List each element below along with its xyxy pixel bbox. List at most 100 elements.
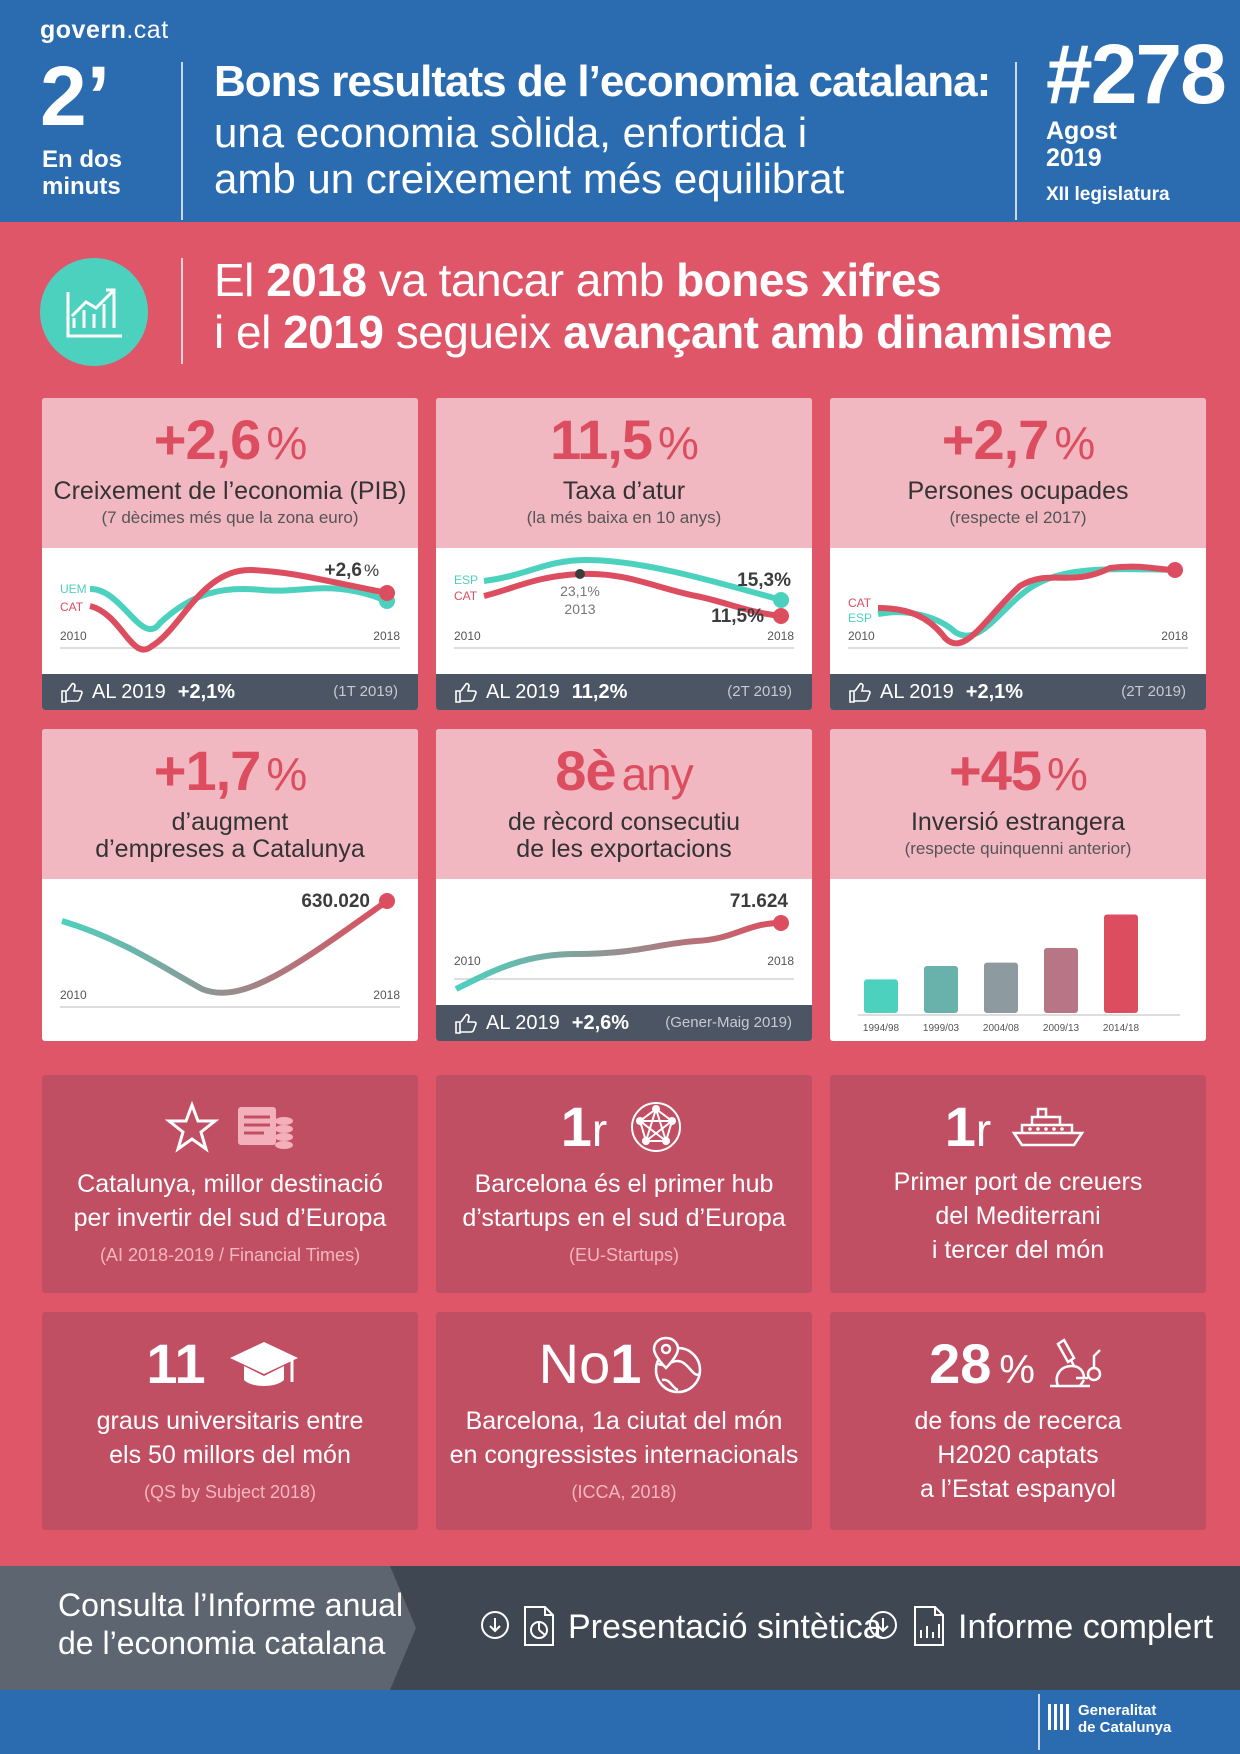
gdp-line-chart: UEM CAT 2010 2018 +2,6 %: [60, 560, 400, 653]
kpi-label: de rècord consecutiu de les exportacions: [507, 808, 741, 863]
tile-figure: 1r: [944, 1095, 992, 1158]
tile-source: (ICCA, 2018): [571, 1482, 677, 1502]
tick-label: 2009/13: [1043, 1023, 1080, 1034]
tile-source: (QS by Subject 2018): [143, 1482, 317, 1502]
year-label: 2010: [454, 629, 481, 643]
graduation-cap-icon: [228, 1338, 300, 1399]
year-label: 2010: [454, 954, 481, 968]
tile-figure: 11: [146, 1332, 206, 1395]
brand-logo[interactable]: govern.cat: [40, 16, 169, 44]
kpi-note: (respecte quinquenni anterior): [904, 839, 1132, 858]
tile-figure: 28%: [929, 1332, 1035, 1395]
kpi-label: Creixement de l’economia (PIB): [53, 477, 407, 505]
thumbs-up-icon: [455, 1013, 477, 1034]
tile-text: de fons de recerca H2020 captats a l’Estat…: [914, 1407, 1122, 1503]
issue-date: Agost 2019: [1046, 117, 1117, 172]
card-employment: +2,7% Persones ocupades (respecte el 201…: [830, 398, 1206, 710]
tile-text: Barcelona és el primer hub d’startups en …: [462, 1170, 786, 1232]
kpi-label: Taxa d’atur: [562, 477, 686, 505]
tile-investment-destination: Catalunya, millor destinació per invertir…: [42, 1075, 418, 1293]
series-label: ESP: [454, 573, 478, 587]
bar-2014/18: [1104, 914, 1138, 1013]
tile-text: Barcelona, 1a ciutat del món en congressi…: [449, 1407, 799, 1469]
thumbs-up-icon: [61, 682, 83, 703]
kpi-value: +2,7%: [941, 408, 1095, 471]
format-name: En dos minuts: [42, 146, 123, 200]
series-label: CAT: [60, 600, 84, 614]
generalitat-logo-icon[interactable]: [1046, 1702, 1072, 1737]
card-foreign-investment: +45% Inversió estrangera (respecte quinq…: [830, 729, 1206, 1041]
bottom-bar: Generalitat de Catalunya: [0, 1690, 1240, 1754]
year-label: 2018: [767, 954, 794, 968]
tile-h2020-funds: 28% de fons de recerca H2020 captats a l’E…: [830, 1312, 1206, 1530]
kpi-label: Persones ocupades: [907, 477, 1129, 505]
globe-pin-icon: [648, 1334, 704, 1401]
tile-text: graus universitaris entre els 50 millors …: [96, 1407, 364, 1469]
card-exports: 8è any de rècord consecutiu de les exporta…: [436, 729, 812, 1041]
card-header: +1,7% d’augment d’empreses a Catalunya: [42, 729, 418, 879]
year-label: 2018: [373, 629, 400, 643]
tile-text: Primer port de creuers del Mediterrani i t…: [893, 1168, 1143, 1264]
bar-1999/03: [924, 965, 958, 1013]
annual-report-title: Consulta l’Informe anual de l’economia ca…: [58, 1587, 404, 1661]
unemployment-line-chart: ESP CAT 23,1% 2013 15,3% 11,5% 2010 2018: [454, 556, 794, 649]
tick-label: 2014/18: [1103, 1023, 1140, 1034]
tick-label: 1999/03: [923, 1023, 960, 1034]
tile-figure: No1: [538, 1332, 642, 1395]
exports-line-chart: 71.624 2010 2018: [454, 891, 794, 992]
card-footer: AL 2019 +2,6% (Gener-Maig 2019): [436, 1005, 812, 1041]
year-label: 2018: [1161, 629, 1188, 643]
thumbs-up-icon: [849, 682, 871, 703]
download-icon[interactable]: [868, 1610, 898, 1645]
tile-figure: 1r: [560, 1095, 608, 1158]
cruise-ship-icon: [1010, 1105, 1086, 1156]
tick-label: 2004/08: [983, 1023, 1020, 1034]
chart-growth-icon: [40, 258, 148, 366]
tile-text: Catalunya, millor destinació per invertir…: [73, 1170, 387, 1232]
card-header: +2,6% Creixement de l’economia (PIB) (7 …: [42, 398, 418, 548]
tile-startup-hub: 1r Barcelona és el primer hub d’startups …: [436, 1075, 812, 1293]
tile-cruise-port: 1r Primer port de creuers del Mediterrani…: [830, 1075, 1206, 1293]
kpi-note: (la més baixa en 10 anys): [526, 508, 722, 527]
report-doc-icon: [912, 1604, 946, 1653]
microscope-icon: [1044, 1336, 1104, 1399]
year-label: 2010: [60, 988, 87, 1002]
kpi-value: 8è any: [555, 739, 693, 802]
full-report-link[interactable]: Informe complert: [958, 1608, 1214, 1646]
page-subtitle: una economia sòlida, enfortida i amb un …: [214, 109, 845, 202]
card-header: 11,5% Taxa d’atur (la més baixa en 10 an…: [436, 398, 812, 548]
kpi-label: d’augment d’empreses a Catalunya: [95, 808, 365, 863]
end-unit: %: [364, 561, 379, 580]
card-header: +2,7% Persones ocupades (respecte el 201…: [830, 398, 1206, 548]
network-icon: [628, 1099, 684, 1160]
card-gdp: +2,6% Creixement de l’economia (PIB) (7 …: [42, 398, 418, 710]
presentation-doc-icon: [522, 1604, 556, 1653]
year-label: 2018: [767, 629, 794, 643]
tick-label: 1994/98: [863, 1023, 900, 1034]
issue-number: #278: [1046, 27, 1227, 121]
footer: Consulta l’Informe anual de l’economia ca…: [0, 1566, 1240, 1690]
peak-value: 23,1%: [560, 583, 600, 599]
generalitat-logo-text: Generalitat de Catalunya: [1078, 1702, 1172, 1736]
divider: [181, 62, 183, 220]
divider: [1038, 1694, 1040, 1750]
bar-2009/13: [1044, 948, 1078, 1013]
star-icon: [164, 1100, 220, 1158]
footer-label-box: [0, 1566, 416, 1690]
peak-year: 2013: [564, 601, 595, 617]
download-icon[interactable]: [480, 1610, 510, 1645]
money-icon: [234, 1099, 298, 1160]
divider: [1015, 62, 1017, 220]
tile-university-degrees: 11 graus universitaris entre els 50 millo…: [42, 1312, 418, 1530]
format-number: 2’: [40, 49, 111, 143]
presentation-link[interactable]: Presentació sintètica: [568, 1608, 882, 1646]
bar-2004/08: [984, 962, 1018, 1013]
bar-1994/98: [864, 979, 898, 1013]
card-header: 8è any de rècord consecutiu de les exporta…: [436, 729, 812, 879]
end-value-esp: 15,3%: [737, 570, 791, 591]
card-unemployment: 11,5% Taxa d’atur (la més baixa en 10 an…: [436, 398, 812, 710]
kpi-value: +45%: [949, 739, 1088, 802]
year-label: 2018: [373, 988, 400, 1002]
card-companies: +1,7% d’augment d’empreses a Catalunya 63…: [42, 729, 418, 1041]
page-title: Bons resultats de l’economia catalana:: [214, 57, 991, 106]
